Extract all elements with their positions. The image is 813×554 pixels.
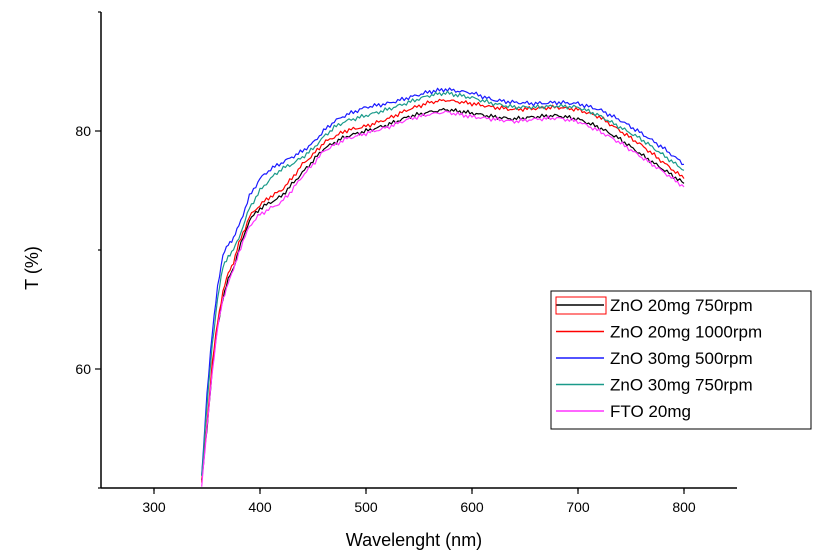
x-tick-label: 300 (142, 499, 166, 515)
y-tick-label: 80 (75, 123, 91, 139)
y-axis-title: T (%) (22, 246, 42, 290)
y-ticks: 60 80 (75, 12, 101, 488)
legend-label: FTO 20mg (610, 402, 691, 421)
x-tick-label: 500 (354, 499, 378, 515)
legend: ZnO 20mg 750rpm ZnO 20mg 1000rpm ZnO 30mg … (551, 291, 811, 429)
x-axis-title: Wavelenght (nm) (346, 530, 482, 550)
x-tick-label: 400 (248, 499, 272, 515)
x-ticks: 300 400 500 600 700 800 (142, 488, 696, 515)
legend-label: ZnO 30mg 750rpm (610, 376, 753, 395)
x-tick-label: 600 (460, 499, 484, 515)
legend-label: ZnO 30mg 500rpm (610, 349, 753, 368)
y-tick-label: 60 (75, 361, 91, 377)
x-tick-label: 800 (672, 499, 696, 515)
legend-label: ZnO 20mg 1000rpm (610, 323, 762, 342)
legend-label: ZnO 20mg 750rpm (610, 296, 753, 315)
x-tick-label: 700 (566, 499, 590, 515)
